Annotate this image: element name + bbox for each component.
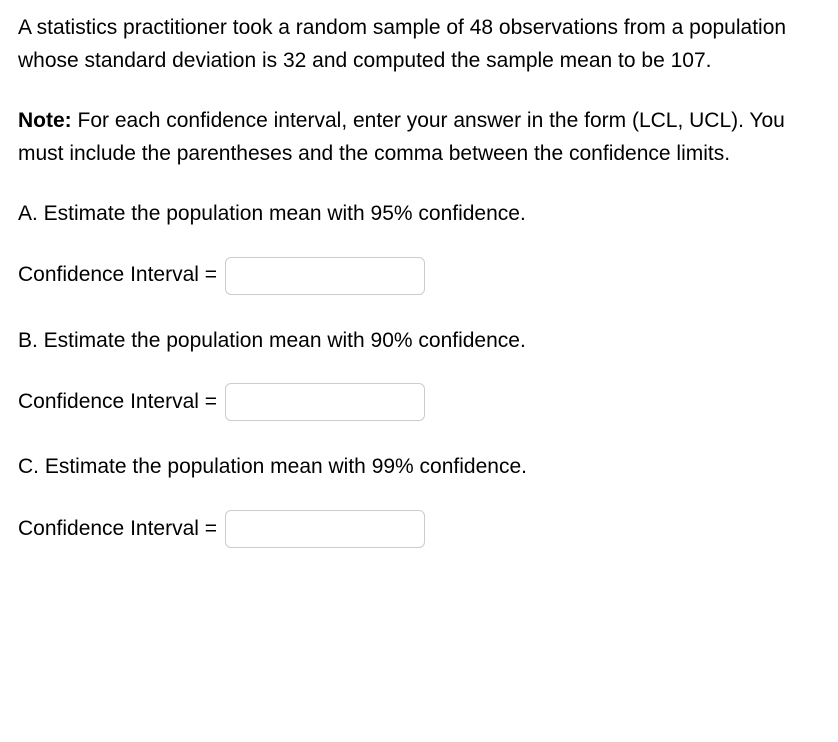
problem-intro: A statistics practitioner took a random … (18, 12, 820, 77)
ci-input-a[interactable] (225, 257, 425, 295)
ci-label-b: Confidence Interval = (18, 386, 217, 419)
intro-text: A statistics practitioner took a random … (18, 16, 786, 72)
answer-row-c: Confidence Interval = (18, 510, 820, 548)
ci-label-a: Confidence Interval = (18, 259, 217, 292)
ci-label-c: Confidence Interval = (18, 513, 217, 546)
answer-row-b: Confidence Interval = (18, 383, 820, 421)
question-a-text: A. Estimate the population mean with 95%… (18, 202, 526, 225)
answer-row-a: Confidence Interval = (18, 257, 820, 295)
note-block: Note: For each confidence interval, ente… (18, 105, 820, 170)
note-label: Note: (18, 109, 72, 132)
question-c: C. Estimate the population mean with 99%… (18, 451, 820, 484)
note-text: For each confidence interval, enter your… (18, 109, 785, 165)
question-b: B. Estimate the population mean with 90%… (18, 325, 820, 358)
ci-input-b[interactable] (225, 383, 425, 421)
ci-input-c[interactable] (225, 510, 425, 548)
question-a: A. Estimate the population mean with 95%… (18, 198, 820, 231)
question-b-text: B. Estimate the population mean with 90%… (18, 329, 526, 352)
question-c-text: C. Estimate the population mean with 99%… (18, 455, 527, 478)
